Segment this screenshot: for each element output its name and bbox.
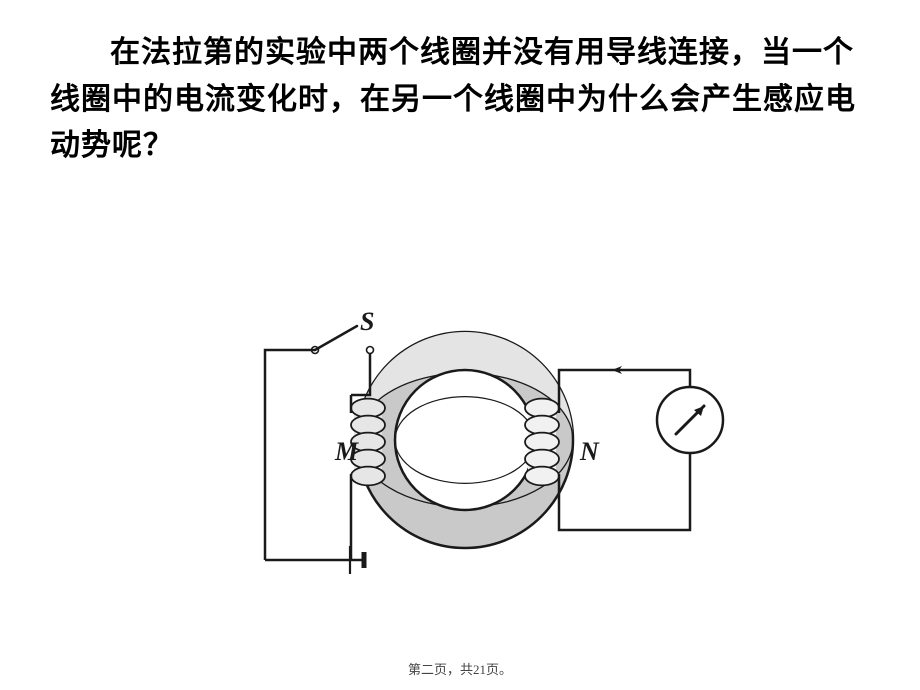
diagram-container: S M N	[50, 260, 870, 600]
page-root: 在法拉第的实验中两个线圈并没有用导线连接，当一个线圈中的电流变化时，在另一个线圈…	[0, 0, 920, 690]
svg-text:M: M	[334, 437, 359, 466]
svg-text:N: N	[579, 437, 600, 466]
circuit-diagram: S M N	[180, 260, 740, 600]
question-paragraph: 在法拉第的实验中两个线圈并没有用导线连接，当一个线圈中的电流变化时，在另一个线圈…	[50, 30, 870, 170]
svg-text:S: S	[360, 307, 374, 336]
page-footer: 第二页，共21页。	[0, 659, 920, 678]
